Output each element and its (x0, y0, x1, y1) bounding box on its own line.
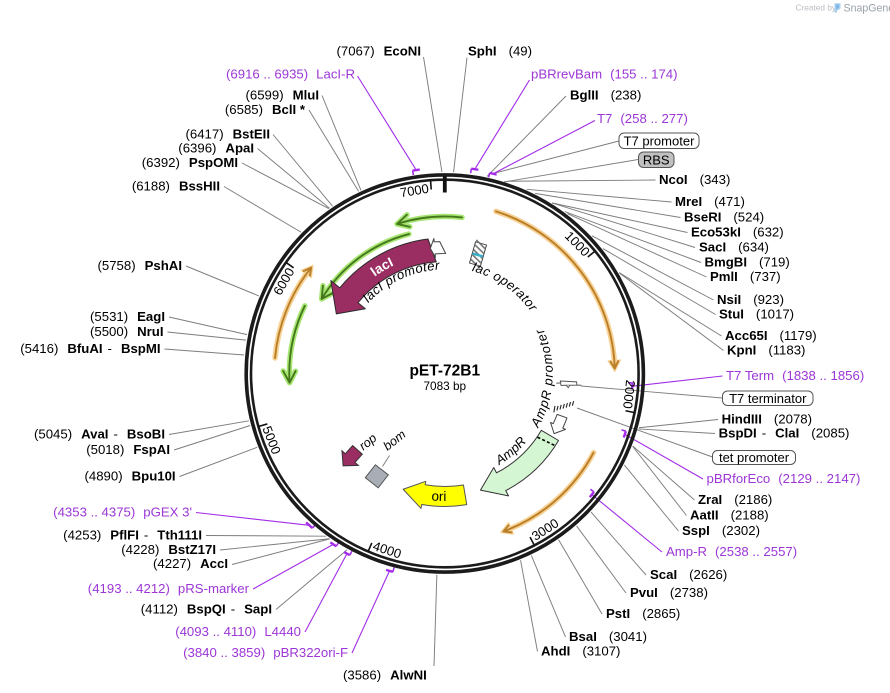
svg-text:SnapGene: SnapGene (844, 2, 890, 14)
svg-text:T7(258 .. 277): T7 (258 .. 277) (597, 111, 688, 126)
svg-text:StuI(1017): StuI (1017) (719, 307, 794, 322)
svg-text:(5045)AvaI-BsoBI: (5045) AvaI - BsoBI (34, 427, 165, 442)
svg-text:AatII(2188): AatII (2188) (690, 508, 769, 523)
svg-text:BmgBI(719): BmgBI (719) (705, 255, 790, 270)
svg-text:BspDI-ClaI(2085): BspDI - ClaI (2085) (719, 426, 850, 441)
svg-text:SacI(634): SacI (634) (699, 240, 769, 255)
svg-text:BseRI(524): BseRI (524) (684, 210, 764, 225)
svg-text:T7 Term(1838 .. 1856): T7 Term (1838 .. 1856) (726, 368, 864, 383)
svg-text:MreI(471): MreI (471) (675, 194, 745, 209)
svg-text:SphI(49): SphI (49) (468, 44, 532, 59)
svg-text:7083 bp: 7083 bp (423, 379, 466, 393)
svg-text:(3586)AlwNI: (3586) AlwNI (343, 668, 427, 683)
svg-text:(6188)BssHII: (6188) BssHII (132, 179, 220, 194)
svg-text:BglII(238): BglII (238) (570, 88, 641, 103)
svg-text:PmlI(737): PmlI (737) (710, 269, 781, 284)
svg-text:(5500)NruI: (5500) NruI (90, 324, 164, 339)
svg-text:7000: 7000 (399, 181, 430, 201)
svg-text:Created by: Created by (796, 2, 837, 12)
svg-text:tet promoter: tet promoter (719, 450, 790, 465)
svg-text:(5531)EagI: (5531) EagI (90, 309, 165, 324)
svg-text:(5018)FspAI: (5018) FspAI (86, 442, 170, 457)
svg-text:(4890)Bpu10I: (4890) Bpu10I (85, 469, 176, 484)
svg-text:pBRforEco(2129 .. 2147): pBRforEco (2129 .. 2147) (707, 471, 861, 486)
svg-text:(4253)PflFI-Tth111I: (4253) PflFI - Tth111I (63, 528, 202, 543)
svg-text:(6417)BstEII: (6417) BstEII (186, 127, 271, 142)
svg-text:PstI(2865): PstI (2865) (606, 606, 680, 621)
svg-text:(4093 .. 4110)L4440: (4093 .. 4110) L4440 (175, 624, 301, 639)
svg-text:T7 terminator: T7 terminator (729, 391, 807, 406)
svg-text:KpnI(1183): KpnI (1183) (727, 343, 805, 358)
svg-text:Amp-R(2538 .. 2557): Amp-R (2538 .. 2557) (666, 544, 797, 559)
svg-text:(7067)EcoNI: (7067) EcoNI (337, 44, 422, 59)
svg-text:pET-72B1: pET-72B1 (409, 363, 480, 380)
svg-text:ZraI(2186): ZraI (2186) (698, 492, 772, 507)
svg-text:PvuI(2738): PvuI (2738) (630, 585, 708, 600)
svg-text:2000: 2000 (620, 379, 638, 409)
svg-text:ori: ori (431, 488, 446, 504)
svg-text:HindIII(2078): HindIII (2078) (722, 412, 812, 427)
svg-text:NcoI(343): NcoI (343) (659, 172, 730, 187)
svg-text:AhdI(3107): AhdI (3107) (541, 644, 620, 659)
svg-text:(4228)BstZ17I: (4228) BstZ17I (121, 542, 216, 557)
svg-text:BsaI(3041): BsaI (3041) (569, 629, 647, 644)
svg-text:(5758)PshAI: (5758) PshAI (98, 258, 183, 273)
svg-text:(6916 .. 6935)LacI-R: (6916 .. 6935) LacI-R (226, 67, 355, 82)
svg-text:RBS: RBS (643, 152, 670, 167)
svg-text:T7 promoter: T7 promoter (624, 133, 695, 148)
svg-text:(4193 .. 4212)pRS-marker: (4193 .. 4212) pRS-marker (88, 581, 250, 596)
svg-text:pBRrevBam(155 .. 174): pBRrevBam (155 .. 174) (531, 67, 678, 82)
svg-text:(4112)BspQI-SapI: (4112) BspQI - SapI (141, 602, 272, 617)
svg-text:(6396)ApaI: (6396) ApaI (178, 141, 254, 156)
svg-text:(6392)PspOMI: (6392) PspOMI (142, 155, 238, 170)
svg-text:ScaI(2626): ScaI (2626) (650, 567, 727, 582)
svg-text:NsiI(923): NsiI (923) (717, 292, 784, 307)
svg-text:(5416)BfuAI-BspMI: (5416) BfuAI - BspMI (20, 341, 160, 356)
svg-text:(6585)BclI *: (6585) BclI * (225, 102, 306, 117)
svg-text:Eco53kI(632): Eco53kI (632) (691, 225, 784, 240)
svg-text:(6599)MluI: (6599) MluI (246, 88, 320, 103)
svg-text:Acc65I(1179): Acc65I (1179) (725, 328, 817, 343)
svg-text:(4227)AccI: (4227) AccI (153, 556, 228, 571)
svg-text:(4353 .. 4375)pGEX 3': (4353 .. 4375) pGEX 3' (53, 505, 192, 520)
svg-text:(3840 .. 3859)pBR322ori-F: (3840 .. 3859) pBR322ori-F (183, 645, 348, 660)
svg-text:SspI(2302): SspI (2302) (682, 523, 760, 538)
